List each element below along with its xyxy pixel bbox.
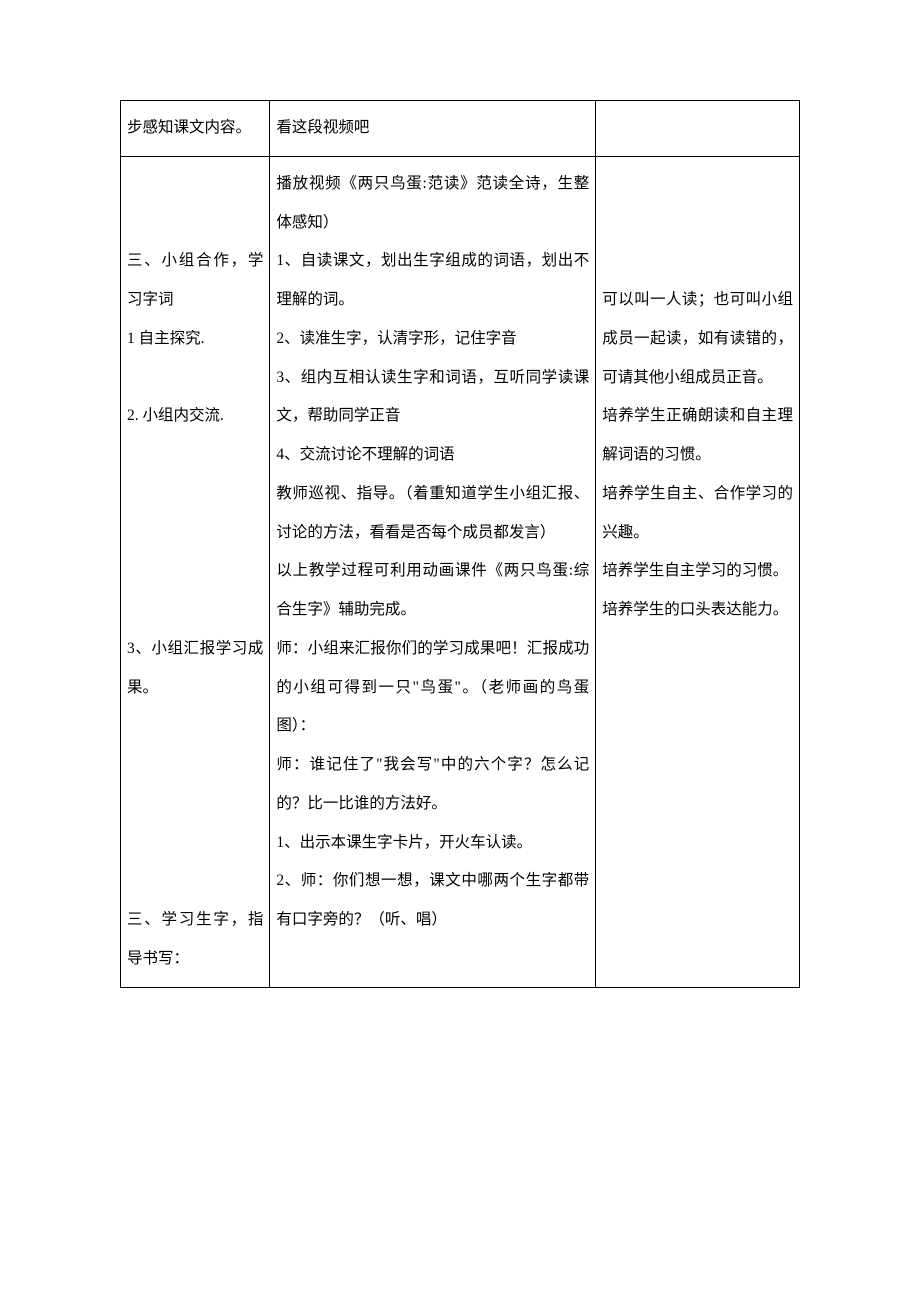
text-content <box>127 746 263 785</box>
text-content <box>127 165 263 204</box>
cell-notes <box>596 101 800 157</box>
text-content <box>602 165 793 204</box>
text-content <box>127 707 263 746</box>
text-content: 三、小组合作，学习字词 <box>127 242 263 320</box>
text-content: 培养学生自主、合作学习的兴趣。 <box>602 475 793 553</box>
text-content: 2、师：你们想一想，课文中哪两个生字都带有口字旁的？（听、唱） <box>276 862 589 940</box>
text-content <box>127 436 263 475</box>
text-content <box>127 359 263 398</box>
text-content: 教师巡视、指导。（着重知道学生小组汇报、讨论的方法，看看是否每个成员都发言） <box>276 475 589 553</box>
text-content <box>127 552 263 591</box>
text-content: 2. 小组内交流. <box>127 397 263 436</box>
cell-activity: 三、小组合作，学习字词 1 自主探究. 2. 小组内交流. 3、小组汇报学习成果… <box>121 156 270 987</box>
table-row: 三、小组合作，学习字词 1 自主探究. 2. 小组内交流. 3、小组汇报学习成果… <box>121 156 800 987</box>
text-content: 三、学习生字，指导书写： <box>127 901 263 979</box>
text-content: 3、小组汇报学习成果。 <box>127 630 263 708</box>
text-content <box>602 242 793 281</box>
text-content: 培养学生自主学习的习惯。 <box>602 552 793 591</box>
text-content <box>127 204 263 243</box>
cell-notes: 可以叫一人读；也可叫小组成员一起读，如有读错的，可请其他小组成员正音。 培养学生… <box>596 156 800 987</box>
text-content: 3、组内互相认读生字和词语，互听同学读课文，帮助同学正音 <box>276 359 589 437</box>
text-content: 2、读准生字，认清字形，记住字音 <box>276 320 589 359</box>
text-content: 步感知课文内容。 <box>127 109 263 148</box>
text-content: 培养学生的口头表达能力。 <box>602 591 793 630</box>
text-content: 4、交流讨论不理解的词语 <box>276 436 589 475</box>
text-content: 以上教学过程可利用动画课件《两只鸟蛋:综合生字》辅助完成。 <box>276 552 589 630</box>
text-content: 1 自主探究. <box>127 320 263 359</box>
text-content <box>127 591 263 630</box>
text-content: 师：谁记住了"我会写"中的六个字？怎么记的？比一比谁的方法好。 <box>276 746 589 824</box>
text-content <box>602 204 793 243</box>
text-content: 播放视频《两只鸟蛋:范读》范读全诗，生整体感知） <box>276 165 589 243</box>
text-content: 师：小组来汇报你们的学习成果吧！汇报成功的小组可得到一只"鸟蛋"。（老师画的鸟蛋… <box>276 630 589 746</box>
text-content: 1、出示本课生字卡片，开火车认读。 <box>276 824 589 863</box>
text-content <box>127 824 263 863</box>
text-content <box>127 475 263 514</box>
text-content <box>127 785 263 824</box>
lesson-plan-table: 步感知课文内容。 看这段视频吧 三、小组合作，学习字词 1 自主探究. 2. 小… <box>120 100 800 988</box>
cell-activity: 步感知课文内容。 <box>121 101 270 157</box>
text-content: 1、自读课文，划出生字组成的词语，划出不理解的词。 <box>276 242 589 320</box>
text-content: 看这段视频吧 <box>276 109 589 148</box>
cell-teacher: 播放视频《两只鸟蛋:范读》范读全诗，生整体感知） 1、自读课文，划出生字组成的词… <box>270 156 596 987</box>
text-content: 培养学生正确朗读和自主理解词语的习惯。 <box>602 397 793 475</box>
text-content: 可以叫一人读；也可叫小组成员一起读，如有读错的，可请其他小组成员正音。 <box>602 281 793 397</box>
text-content <box>127 862 263 901</box>
table-row: 步感知课文内容。 看这段视频吧 <box>121 101 800 157</box>
cell-teacher: 看这段视频吧 <box>270 101 596 157</box>
text-content <box>127 514 263 553</box>
